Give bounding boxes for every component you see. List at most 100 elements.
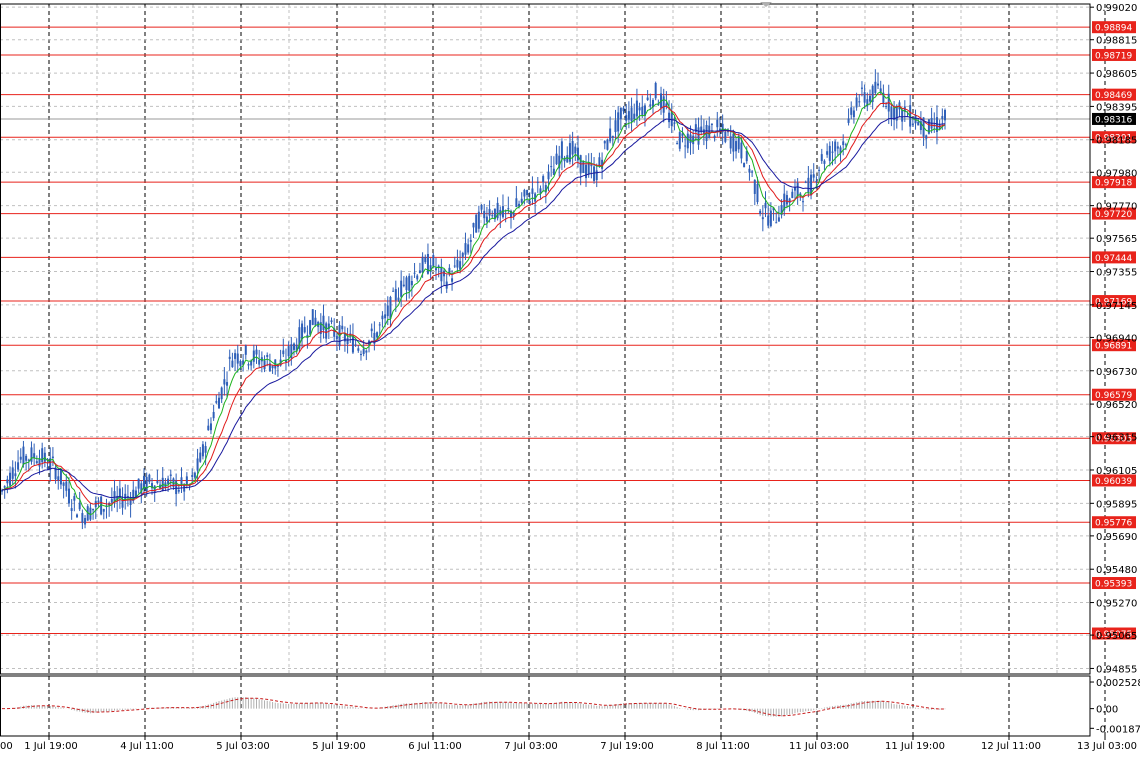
- candle-body: [718, 128, 721, 131]
- candle-body: [944, 109, 946, 121]
- candle-body: [89, 507, 92, 520]
- candle-body: [121, 499, 124, 508]
- candle-body: [309, 320, 312, 335]
- candle-body: [852, 110, 855, 118]
- candle-body: [287, 346, 290, 357]
- candle-body: [759, 210, 762, 215]
- candle-body: [9, 472, 12, 486]
- candle-body: [220, 387, 223, 400]
- candle-body: [126, 496, 129, 498]
- candle-body: [818, 169, 821, 171]
- candle-body: [41, 448, 44, 463]
- candle-body: [343, 333, 346, 342]
- candle-body: [27, 459, 30, 461]
- candle-body: [298, 327, 301, 349]
- candle-body: [633, 113, 636, 120]
- candle-body: [678, 132, 681, 149]
- level-label-bg: [1092, 251, 1136, 264]
- candle-body: [397, 297, 400, 301]
- candle-body: [560, 141, 563, 159]
- candle-body: [713, 135, 716, 139]
- level-label: 0.98894: [1095, 24, 1132, 34]
- candle-body: [611, 135, 614, 138]
- candle-body: [448, 267, 451, 275]
- candle-body: [745, 150, 748, 162]
- candle-body: [365, 350, 368, 353]
- time-label: 00: [0, 741, 13, 752]
- candle-body: [376, 332, 379, 338]
- price-tick-label: 0.96315: [1096, 433, 1137, 444]
- candle-body: [392, 290, 395, 292]
- candle-body: [895, 105, 898, 121]
- candle-body: [603, 141, 606, 144]
- candle-body: [901, 109, 904, 122]
- time-label: 6 Jul 11:00: [408, 741, 462, 752]
- price-tick-label: 0.96105: [1096, 466, 1137, 477]
- candle-body: [156, 480, 159, 484]
- candle-body: [520, 198, 523, 203]
- candle-body: [421, 256, 424, 273]
- candle-body: [453, 265, 456, 267]
- candle-body: [635, 100, 638, 117]
- candle-body: [469, 240, 472, 242]
- candle-body: [193, 472, 196, 478]
- candle-body: [311, 309, 314, 325]
- candle-body: [295, 344, 298, 352]
- candle-body: [475, 214, 478, 233]
- candle-body: [100, 496, 103, 515]
- candle-body: [359, 354, 362, 356]
- candle-body: [568, 143, 571, 162]
- candle-body: [76, 514, 79, 518]
- candle-body: [780, 205, 783, 216]
- candle-body: [743, 162, 746, 168]
- candle-body: [552, 168, 555, 175]
- candle-body: [169, 474, 172, 476]
- candle-body: [753, 179, 756, 194]
- candle-body: [643, 105, 646, 116]
- candle-body: [483, 210, 486, 219]
- candle-body: [756, 184, 759, 203]
- candle-body: [242, 360, 245, 365]
- candle-body: [137, 478, 140, 489]
- candle-body: [266, 355, 269, 357]
- candle-body: [333, 328, 336, 337]
- candle-body: [78, 502, 81, 510]
- candle-body: [330, 320, 333, 323]
- candle-body: [550, 166, 553, 168]
- level-label-bg: [1092, 339, 1136, 352]
- candle-body: [542, 176, 545, 183]
- candle-body: [732, 133, 735, 152]
- candle-body: [558, 155, 561, 169]
- level-label-bg: [1092, 131, 1136, 144]
- candle-body: [209, 423, 212, 431]
- candle-body: [689, 134, 692, 144]
- candle-body: [215, 401, 218, 403]
- candle-body: [812, 174, 815, 178]
- candle-body: [788, 198, 791, 203]
- candle-body: [440, 266, 443, 282]
- candle-body: [539, 188, 542, 194]
- candle-body: [284, 360, 287, 362]
- candle-body: [507, 208, 510, 210]
- candle-body: [354, 344, 357, 346]
- candle-body: [646, 97, 649, 101]
- candle-body: [566, 155, 569, 163]
- candle-body: [124, 493, 127, 500]
- candle-body: [3, 486, 6, 488]
- candle-body: [595, 170, 598, 181]
- candle-body: [282, 350, 285, 355]
- candle-body: [239, 360, 242, 367]
- axes: [0, 2, 1091, 737]
- candle-body: [593, 166, 596, 181]
- candle-body: [260, 357, 263, 362]
- price-tick-label: 0.98185: [1096, 136, 1137, 147]
- candle-body: [935, 117, 938, 132]
- candle-body: [919, 121, 922, 131]
- candle-body: [110, 499, 113, 503]
- candle-body: [496, 202, 499, 219]
- candle-body: [681, 133, 684, 136]
- candle-body: [820, 154, 823, 162]
- candle-body: [464, 243, 467, 255]
- candle-body: [424, 257, 427, 263]
